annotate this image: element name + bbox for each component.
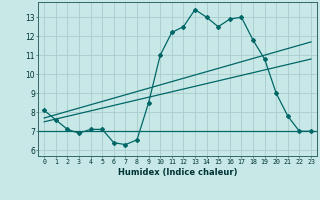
X-axis label: Humidex (Indice chaleur): Humidex (Indice chaleur) [118,168,237,177]
